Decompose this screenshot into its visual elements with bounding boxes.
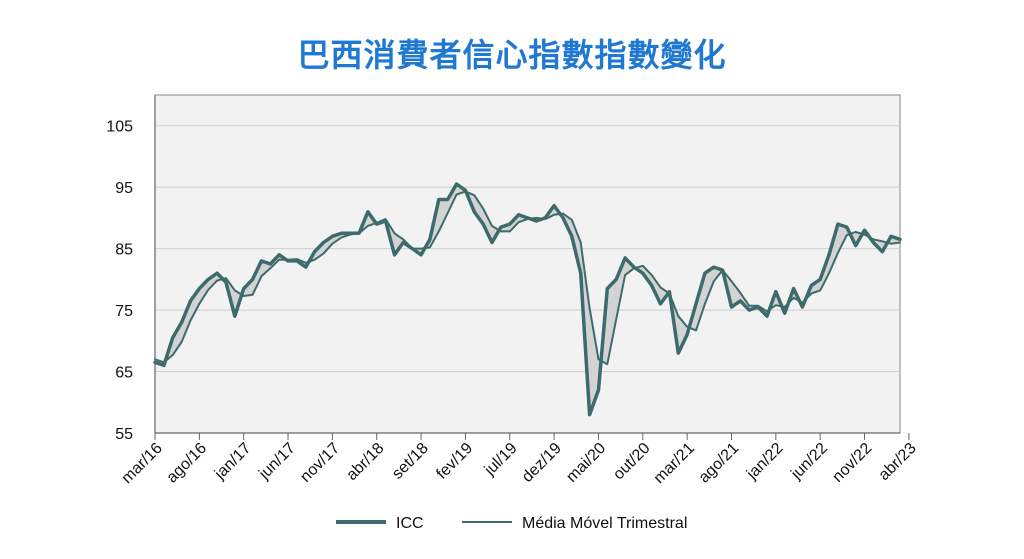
- x-tick-label: jun/22: [787, 440, 831, 484]
- legend-label-icc: ICC: [396, 515, 424, 532]
- x-tick-label: ago/21: [696, 440, 743, 487]
- grid-lines: [154, 94, 901, 434]
- x-tick-label: jul/19: [481, 440, 521, 480]
- x-tick-label: jan/17: [211, 440, 255, 484]
- x-tick-label: dez/19: [519, 440, 565, 486]
- x-tick-label: jun/17: [255, 440, 299, 484]
- plot-area: [154, 94, 901, 434]
- y-tick-label: 95: [115, 180, 133, 197]
- x-tick-label: abr/23: [876, 440, 920, 484]
- x-tick-label: nov/22: [829, 440, 875, 486]
- x-tick-label: jan/22: [743, 440, 787, 484]
- x-tick-label: abr/18: [343, 440, 387, 484]
- x-tick-label: mai/20: [563, 440, 609, 486]
- y-tick-label: 85: [115, 242, 133, 259]
- x-tick-label: out/20: [610, 440, 654, 484]
- x-tick-label: fev/19: [433, 440, 476, 483]
- series-line-icc: [153, 182, 902, 417]
- y-tick-label: 55: [115, 426, 133, 443]
- x-tick-label: mar/16: [119, 440, 166, 487]
- chart-title: 巴西消費者信心指數指數變化: [297, 36, 727, 74]
- y-tick-label: 65: [115, 365, 133, 382]
- y-tick-label: 75: [115, 303, 133, 320]
- x-tick-label: nov/17: [297, 440, 343, 486]
- y-tick-label: 105: [106, 119, 133, 136]
- series-line-media-movel: [154, 190, 901, 366]
- legend-label-media-movel: Média Móvel Trimestral: [522, 515, 687, 532]
- x-tick-label: mar/21: [651, 440, 698, 487]
- legend: ICC Média Móvel Trimestral: [336, 515, 687, 532]
- series-lines: [153, 182, 902, 417]
- x-tick-label: set/18: [389, 440, 432, 483]
- x-tick-label: ago/16: [164, 440, 211, 487]
